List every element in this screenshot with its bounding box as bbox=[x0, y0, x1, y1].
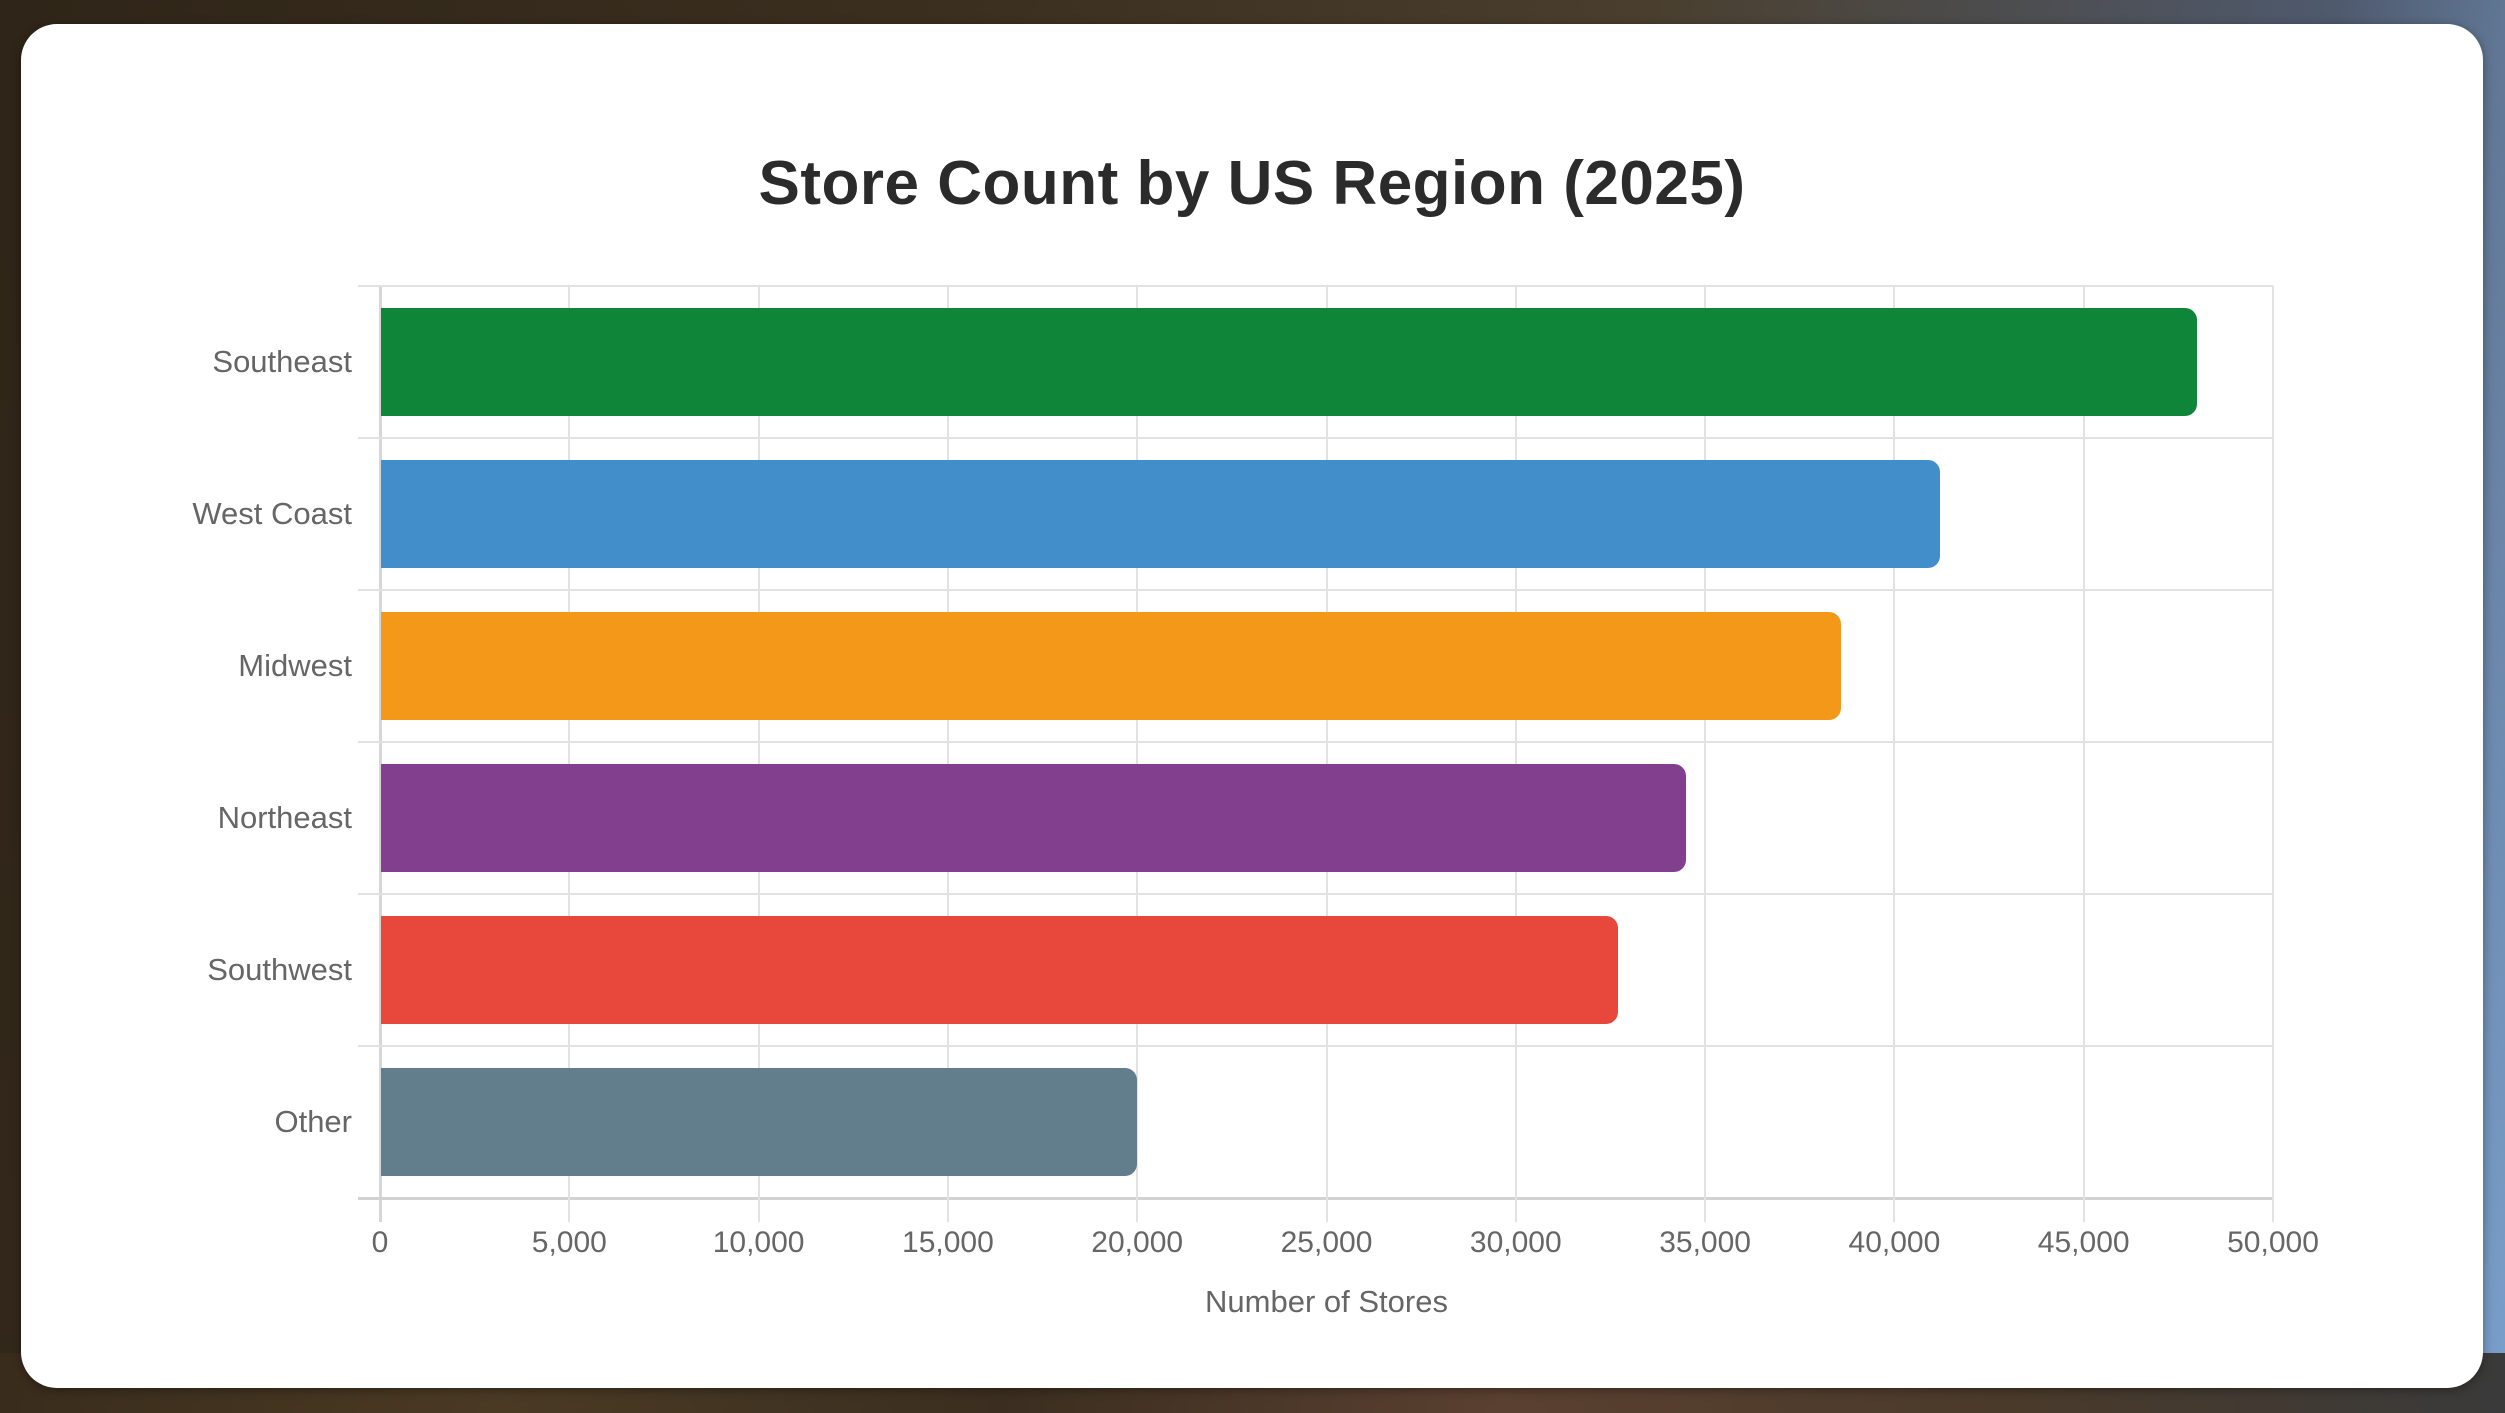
y-category-label: Southeast bbox=[212, 344, 352, 379]
horizontal-gridline bbox=[358, 285, 2273, 287]
horizontal-gridline bbox=[358, 741, 2273, 743]
x-tick-label: 50,000 bbox=[2227, 1226, 2319, 1259]
x-tick-label: 25,000 bbox=[1280, 1226, 1373, 1259]
x-axis-line bbox=[358, 1197, 2273, 1200]
horizontal-gridline bbox=[358, 1045, 2273, 1047]
y-category-label: Southwest bbox=[207, 952, 352, 987]
chart-title: Store Count by US Region (2025) bbox=[758, 149, 1746, 218]
horizontal-gridline bbox=[358, 437, 2273, 439]
vertical-gridline bbox=[1893, 286, 1896, 1222]
x-axis-title: Number of Stores bbox=[1205, 1284, 1448, 1319]
x-tick-label: 5,000 bbox=[531, 1226, 607, 1259]
bar-northeast[interactable] bbox=[381, 764, 1687, 872]
vertical-gridline bbox=[2082, 286, 2085, 1222]
y-category-label: West Coast bbox=[192, 496, 352, 531]
vertical-gridline bbox=[1514, 286, 1517, 1222]
x-tick-label: 15,000 bbox=[902, 1226, 994, 1259]
x-tick-label: 30,000 bbox=[1469, 1226, 1562, 1259]
bar-southeast[interactable] bbox=[381, 308, 2198, 416]
bar-southwest[interactable] bbox=[381, 916, 1619, 1024]
vertical-gridline bbox=[568, 286, 571, 1222]
x-tick-label: 0 bbox=[371, 1226, 389, 1259]
vertical-gridline bbox=[1325, 286, 1328, 1222]
x-axis-ticks: 0 5,000 10,000 15,000 20,000 25,000 30,000 35,0… bbox=[372, 1226, 2319, 1266]
plot-area bbox=[358, 285, 2274, 1222]
bar-west-coast[interactable] bbox=[381, 460, 1940, 568]
x-tick-label: 35,000 bbox=[1659, 1226, 1751, 1259]
y-category-label: Other bbox=[274, 1104, 352, 1139]
x-tick-label: 40,000 bbox=[1848, 1226, 1941, 1259]
horizontal-gridline bbox=[358, 589, 2273, 591]
vertical-gridline bbox=[946, 286, 949, 1222]
vertical-gridline bbox=[1704, 286, 1707, 1222]
y-axis-labels: Southeast West Coast Midwest Northeast South… bbox=[0, 286, 352, 1198]
y-axis-line bbox=[379, 286, 382, 1222]
y-category-label: Midwest bbox=[238, 648, 352, 683]
vertical-gridline bbox=[2272, 286, 2274, 1222]
vertical-gridline bbox=[1136, 286, 1139, 1222]
x-tick-label: 45,000 bbox=[2037, 1226, 2130, 1259]
horizontal-gridline bbox=[358, 893, 2273, 895]
x-tick-label: 10,000 bbox=[712, 1226, 805, 1259]
bar-midwest[interactable] bbox=[381, 612, 1842, 720]
bar-other[interactable] bbox=[381, 1068, 1138, 1176]
vertical-gridline bbox=[757, 286, 760, 1222]
x-tick-label: 20,000 bbox=[1091, 1226, 1184, 1259]
y-category-label: Northeast bbox=[217, 800, 352, 835]
